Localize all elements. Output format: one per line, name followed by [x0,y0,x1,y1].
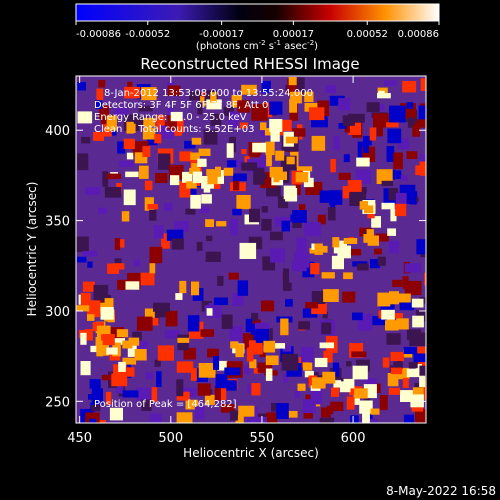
colorbar-tick-label: -0.00086 [76,29,121,40]
y-tick-label: 400 [45,124,70,139]
x-axis-label: Heliocentric X (arcsec) [183,446,319,460]
colorbar-ticks: -0.00086 -0.00052 -0.00017 0.00017 0.00052 0.… [75,21,440,40]
y-tick-label: 350 [45,215,70,230]
chart-title: Reconstructed RHESSI Image [140,55,359,73]
colorbar-tick-label: -0.00017 [199,29,244,40]
colorbar [75,3,440,22]
colorbar-tick-label: -0.00052 [125,29,170,40]
y-axis-label: Heliocentric Y (arcsec) [25,182,39,317]
x-tick-label: 500 [158,431,183,446]
y-tick-label: 250 [45,395,70,410]
x-tick-label: 550 [250,431,275,446]
colorbar-tick-label: 0.00086 [398,29,439,40]
peak-position-text: Position of Peak = [464,282] [94,399,237,410]
footer-date: 8-May-2022 16:58 [386,484,496,498]
clean-info-text: Clean Total counts: 5.52E+03 [94,124,254,135]
energy-range-text: Energy Range: 12.0 - 25.0 keV [94,112,247,123]
time-range-text: 8-Jan-2012 13:53:08.000 to 13:55:24.000 [104,88,313,99]
axis-ticks: 450 500 550 600 250 300 350 400 [45,76,426,446]
x-tick-label: 600 [341,431,366,446]
colorbar-tick-label: 0.00052 [347,29,388,40]
plot-frame [75,75,427,424]
colorbar-units: (photons cm-2 s-1 asec-2) [196,39,318,52]
heatmap-image [76,76,426,423]
y-tick-label: 300 [45,305,70,320]
x-tick-label: 450 [67,431,92,446]
detectors-text: Detectors: 3F 4F 5F 6F 7F 8F, Att 0 [94,100,268,111]
colorbar-tick-label: 0.00017 [273,29,314,40]
